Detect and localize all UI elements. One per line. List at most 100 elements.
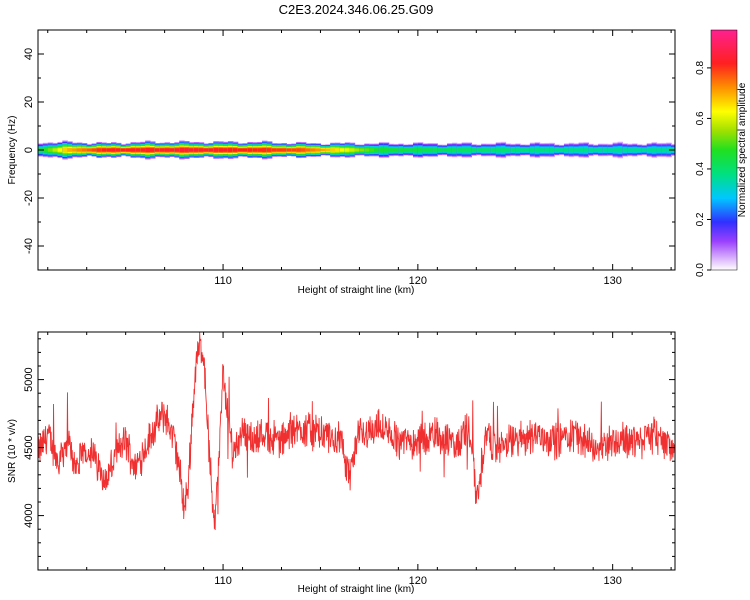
snr-xtick-label: 120 [409,575,427,587]
spectrogram-cell [442,148,448,152]
spectrogram-cell [369,148,375,152]
spectrogram-cell [437,148,443,152]
snr-frame [37,331,676,571]
spectrogram-cell [91,148,98,152]
spectrogram-cell [520,148,526,152]
spectrogram-cell [598,148,604,152]
spectrogram-cell [198,148,205,152]
spectrogram-cell [237,148,244,152]
spectrogram-cell [588,148,594,152]
spectrogram-cell [408,148,414,152]
spectrogram-cell [583,148,589,152]
snr-ylabel: SNR (10 * v/v) [7,419,18,483]
spectrogram-cell [47,148,54,152]
spectrogram-cell [427,148,434,152]
snr-panel: 110 120 130 4000 4500 5000 Height of straight… [7,331,676,595]
snr-ytick-label: 5000 [23,367,35,391]
spectrogram-cell [637,148,643,152]
spectrogram-cell [412,148,419,152]
spectrogram-cell [154,148,161,152]
spectrogram-cell [388,148,395,152]
snr-series-line [38,332,675,531]
spectrogram-cell [52,148,59,152]
snr-xlabel: Height of straight line (km) [298,584,415,595]
spectrogram-cell [310,148,317,152]
spectrogram-cell [563,148,570,152]
spectrogram-cell [432,148,438,152]
spectrogram-ytick-label: -20 [23,190,35,206]
spectrogram-cell [476,148,482,152]
spectrogram-cell [544,148,550,152]
spectrogram-cell [276,148,283,152]
spectrogram-cell [101,148,107,152]
spectrogram-cell [656,148,662,152]
spectrogram-cell [315,148,322,152]
spectrogram-cell [456,148,463,152]
spectrogram-cell [232,148,239,152]
spectrogram-cell [218,148,224,152]
spectrogram-cell [510,148,516,152]
spectrogram-cell [81,148,88,152]
spectrogram-cell [330,148,336,152]
spectrogram-cell [515,148,521,152]
spectrogram-cell [286,148,292,152]
spectrogram-cell [320,148,326,152]
spectrogram-cell [466,148,473,152]
spectrogram-cell [447,148,453,152]
spectrogram-cell [96,148,102,152]
spectrogram-cell [42,148,49,152]
spectrogram-cell [179,148,185,152]
spectrogram-cell [393,148,399,152]
snr-ytick-label: 4500 [23,435,35,459]
spectrogram-cell [72,148,78,152]
spectrogram-cell [627,148,633,152]
spectrogram-band [38,140,675,160]
spectrogram-cell [593,148,599,152]
spectrogram-cell [57,148,63,152]
spectrogram-cell [534,148,541,152]
spectrogram-cell [193,148,200,152]
spectrogram-cell [213,148,219,152]
spectrogram-cell [227,148,234,152]
spectrogram-cell [451,148,458,152]
spectrogram-cell [602,148,609,152]
spectrogram-cell [76,148,83,152]
spectrogram-cell [188,148,195,152]
spectrogram-cell [525,148,531,152]
spectrogram-cell [490,148,497,152]
spectrogram-cell [349,148,356,152]
spectrogram-cell [339,148,346,152]
spectrogram-cell [354,148,361,152]
spectrogram-cell [262,148,268,152]
spectrogram-ytick-label: 0 [23,147,35,153]
spectrogram-cell [505,148,511,152]
spectrogram-cell [111,148,117,152]
spectrogram-ytick-label: 20 [23,96,35,108]
spectrogram-cell [578,148,585,152]
spectrogram-cell [500,148,507,152]
spectrogram-cell [150,148,156,152]
colorbar-tick-label: 0.8 [695,61,706,75]
spectrogram-cell [169,148,175,152]
spectrogram-xtick-label: 120 [409,275,427,287]
spectrogram-cell [135,148,141,152]
spectrogram-cell [403,148,409,152]
spectrogram-ylabel: Frequency (Hz) [7,116,18,185]
spectrogram-cell [242,148,249,152]
spectrogram-cell [164,148,171,152]
spectrogram-cell [145,148,151,152]
spectrogram-cell [549,148,555,152]
spectrogram-xtick-label: 130 [603,275,621,287]
spectrogram-cell [632,148,638,152]
spectrogram-cell [471,148,477,152]
spectrogram-cell [529,148,536,152]
spectrogram-cell [223,148,229,152]
spectrogram-cell [159,148,166,152]
spectrogram-cell [383,148,390,152]
spectrogram-cell [266,148,273,152]
colorbar-tick-label: 0.4 [695,162,706,176]
spectrogram-cell [364,148,370,152]
spectrogram-cell [305,148,312,152]
spectrogram-cell [554,148,560,152]
colorbar-label: Normalized spectral amplitude [737,82,748,217]
